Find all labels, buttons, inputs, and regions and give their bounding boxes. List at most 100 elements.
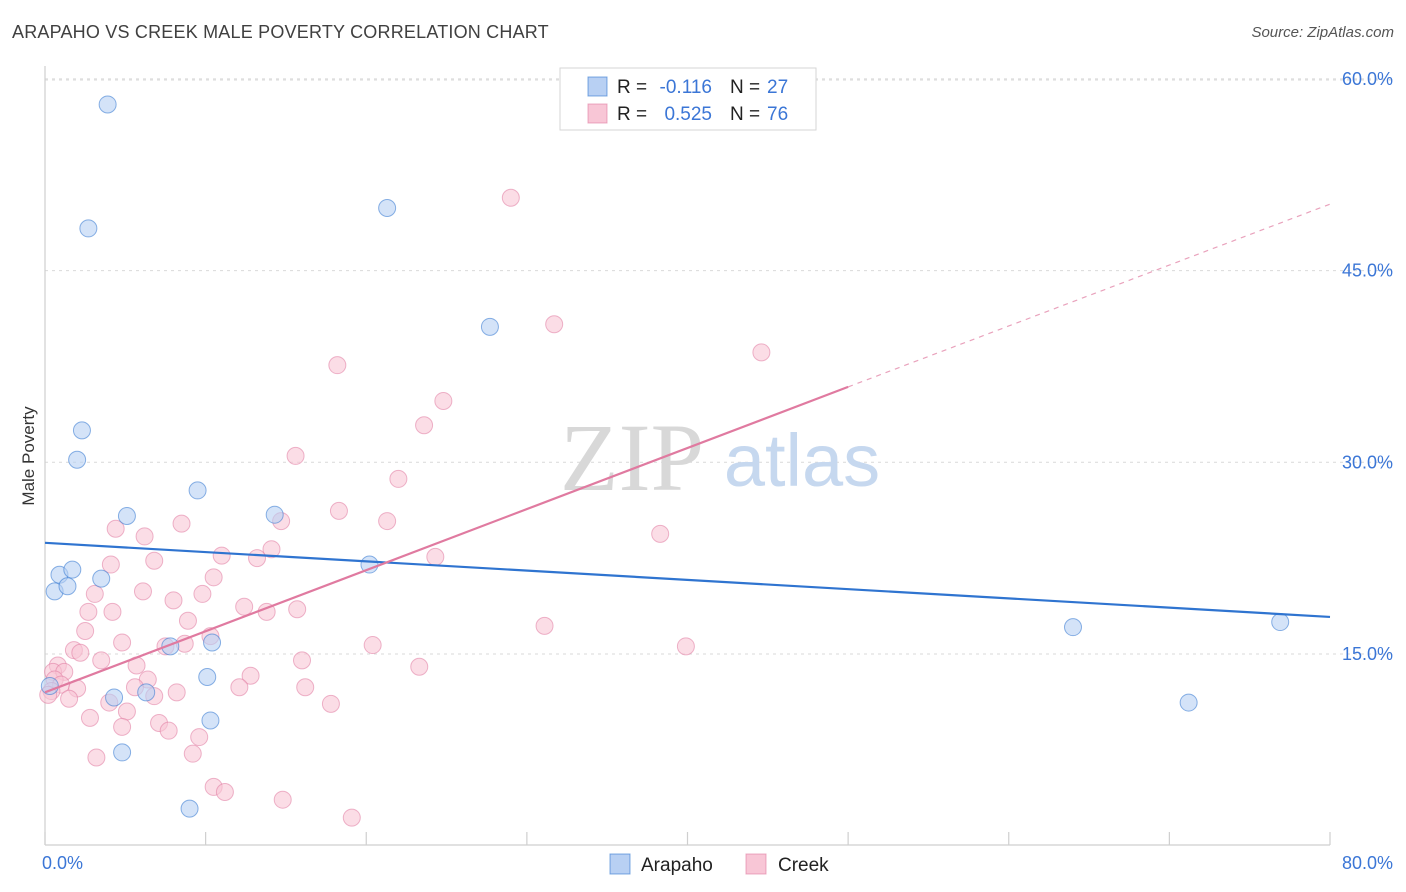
grid: [45, 78, 1394, 655]
creek-point: [71, 643, 90, 662]
creek-point: [378, 512, 397, 531]
watermark-atlas: atlas: [724, 419, 880, 502]
creek-point: [288, 600, 307, 619]
creek-point: [321, 694, 340, 713]
creek-point: [410, 657, 429, 676]
creek-point: [76, 621, 95, 640]
chart-title: ARAPAHO VS CREEK MALE POVERTY CORRELATIO…: [12, 22, 549, 42]
arapaho-point: [203, 633, 222, 652]
y-tick-label: 15.0%: [1342, 644, 1393, 664]
creek-point: [293, 651, 311, 670]
creek-point: [103, 602, 122, 621]
creek-point: [389, 469, 408, 488]
creek-point: [190, 728, 209, 747]
arapaho-point: [40, 676, 59, 695]
creek-point: [363, 636, 382, 655]
creek-point: [273, 790, 292, 809]
arapaho-point: [188, 481, 207, 500]
creek-point: [164, 591, 183, 610]
legend-r-label: R =: [617, 77, 647, 98]
creek-point: [215, 783, 234, 802]
creek-legend-label: Creek: [778, 855, 829, 876]
creek-point: [159, 721, 178, 740]
creek-point: [80, 708, 99, 727]
creek-point: [106, 519, 125, 538]
creek-point: [204, 568, 223, 587]
arapaho-point: [198, 668, 217, 687]
y-tick-label: 30.0%: [1342, 452, 1393, 472]
creek-point: [87, 748, 106, 767]
creek-point: [92, 651, 111, 670]
creek-trend-line: [44, 385, 849, 694]
legend-n-label: N =: [730, 104, 760, 125]
creek-point: [172, 514, 191, 533]
axes: 15.0% 30.0% 45.0% 60.0% 0.0% 80.0%: [42, 66, 1393, 873]
creek-point: [434, 391, 453, 410]
creek-point: [329, 501, 348, 520]
creek-point: [286, 446, 305, 465]
arapaho-point: [92, 569, 111, 588]
arapaho-legend-label: Arapaho: [641, 855, 713, 876]
arapaho-point: [378, 198, 397, 217]
watermark: ZIP atlas: [560, 404, 880, 511]
creek-point: [235, 597, 254, 616]
creek-point: [113, 633, 132, 652]
legend-r-label: R =: [617, 104, 647, 125]
arapaho-point: [137, 683, 156, 702]
y-axis-label: Male Poverty: [19, 406, 38, 506]
creek-legend-swatch: [745, 853, 767, 875]
arapaho-trend-line: [44, 541, 1331, 619]
creek-point: [248, 549, 267, 568]
watermark-zip: ZIP: [560, 404, 704, 511]
arapaho-point: [265, 505, 284, 524]
arapaho-point: [117, 506, 136, 525]
creek-legend-swatch: [587, 103, 608, 124]
arapaho-point: [98, 95, 117, 114]
arapaho-point: [113, 743, 132, 762]
creek-point: [113, 717, 132, 736]
arapaho-point: [105, 688, 124, 707]
creek-point: [415, 416, 434, 435]
arapaho-legend-swatch: [587, 76, 608, 97]
stats-legend: R = -0.116 N = 27 R = 0.525 N = 76: [559, 67, 817, 131]
arapaho-point: [180, 799, 199, 818]
creek-point: [651, 524, 670, 543]
arapaho-point: [1271, 613, 1290, 632]
creek-point: [545, 315, 564, 334]
x-tick-label: 0.0%: [42, 853, 83, 873]
creek-point: [85, 584, 104, 603]
creek-point: [101, 555, 120, 574]
creek-point: [752, 343, 771, 362]
creek-point: [676, 637, 695, 656]
arapaho-point: [63, 560, 82, 579]
source-label: Source: ZipAtlas.com: [1251, 24, 1394, 41]
creek-point: [135, 527, 154, 546]
legend-n-value: 76: [767, 104, 788, 125]
creek-point: [501, 188, 520, 207]
arapaho-point: [72, 421, 91, 440]
arapaho-point: [1179, 693, 1198, 712]
creek-point: [117, 702, 136, 721]
creek-point: [145, 551, 164, 570]
creek-point: [296, 678, 315, 697]
legend-r-value: -0.116: [660, 77, 712, 98]
creek-point: [178, 611, 197, 630]
creek-point: [230, 678, 249, 697]
creek-point: [328, 356, 347, 375]
arapaho-legend-swatch: [609, 853, 631, 875]
creek-point: [193, 584, 212, 603]
legend-n-label: N =: [730, 77, 760, 98]
creek-point: [426, 547, 445, 566]
legend-r-value: 0.525: [664, 104, 712, 125]
creek-point: [133, 582, 152, 601]
creek-point: [262, 540, 281, 559]
arapaho-point: [79, 219, 98, 238]
data-points: [39, 95, 1290, 827]
creek-point: [167, 683, 186, 702]
creek-point: [183, 744, 202, 763]
y-tick-label: 45.0%: [1342, 261, 1393, 281]
creek-trend-extension: [847, 203, 1331, 388]
creek-point: [212, 546, 231, 565]
arapaho-point: [1064, 618, 1082, 637]
